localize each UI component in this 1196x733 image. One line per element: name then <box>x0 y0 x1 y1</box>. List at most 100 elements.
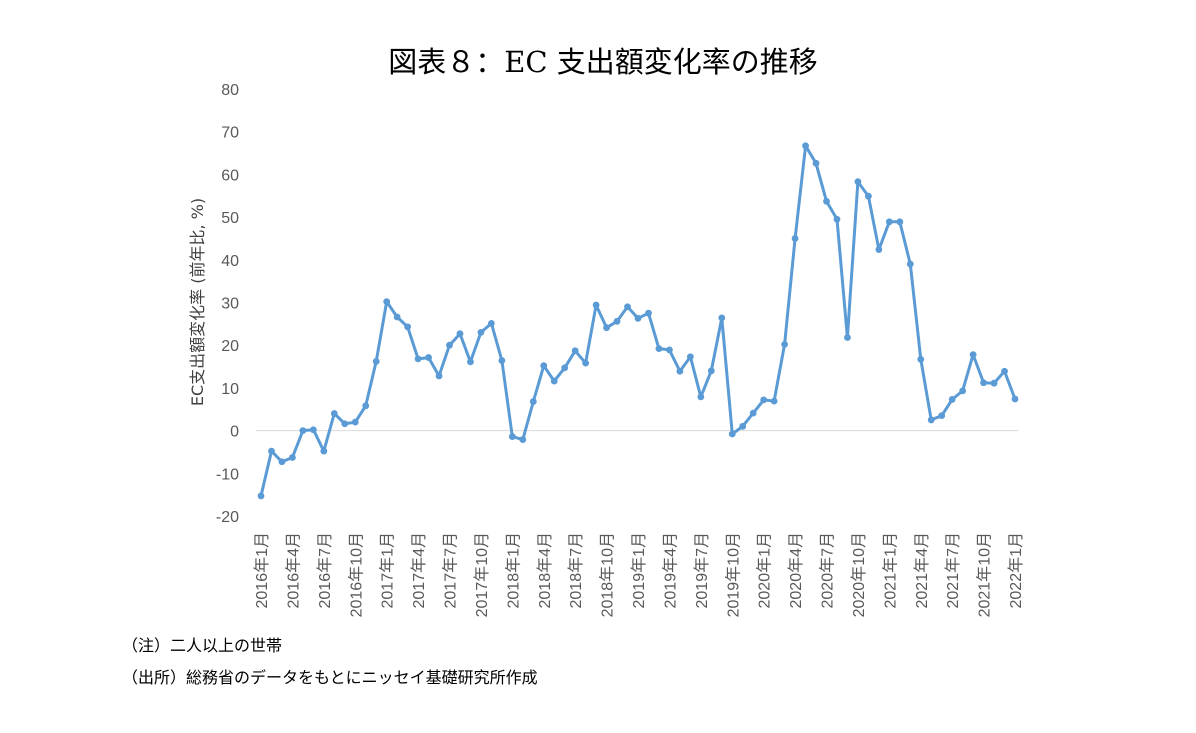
data-point <box>456 330 464 338</box>
data-point <box>467 358 474 366</box>
data-point <box>707 367 715 375</box>
x-tick-label: 2017年4月 <box>410 532 428 609</box>
data-point <box>969 351 977 358</box>
data-point <box>634 314 642 322</box>
data-point <box>330 410 338 417</box>
data-point <box>875 246 883 253</box>
x-tick-label: 2019年1月 <box>630 532 648 609</box>
x-tick-label: 2020年7月 <box>819 532 837 609</box>
data-point <box>320 447 328 455</box>
note-text: （注）二人以上の世帯 <box>122 636 283 655</box>
y-tick-label: 30 <box>221 296 239 313</box>
data-point <box>927 416 935 424</box>
data-point <box>770 397 778 405</box>
data-point <box>823 197 830 205</box>
x-tick-label: 2019年7月 <box>693 532 711 609</box>
data-point <box>592 301 600 309</box>
data-point <box>948 396 956 403</box>
x-tick-label: 2018年7月 <box>567 532 585 609</box>
x-axis-ticks: 2016年1月 2016年4月 2016年7月 2016年10月 2017年1月 2017… <box>253 532 1025 617</box>
data-point <box>896 218 904 226</box>
data-point <box>372 358 380 365</box>
x-tick-label: 2020年10月 <box>850 532 868 617</box>
y-tick-label: -10 <box>216 466 239 483</box>
data-point <box>864 192 872 200</box>
x-tick-label: 2016年1月 <box>253 532 271 609</box>
y-tick-label: 60 <box>221 167 239 184</box>
x-tick-label: 2016年7月 <box>316 532 334 609</box>
data-point <box>435 372 443 380</box>
data-point <box>341 420 349 428</box>
y-tick-label: 20 <box>221 338 239 355</box>
data-point <box>477 328 485 336</box>
data-point <box>833 215 841 223</box>
data-point <box>425 354 432 361</box>
data-point <box>550 377 558 385</box>
data-point <box>802 142 809 150</box>
x-tick-label: 2021年1月 <box>881 532 899 609</box>
data-point <box>362 402 370 410</box>
x-tick-label: 2019年10月 <box>724 532 742 617</box>
data-point <box>309 426 317 434</box>
data-point <box>697 393 705 401</box>
data-point <box>728 430 736 438</box>
x-tick-label: 2018年10月 <box>599 532 617 617</box>
x-tick-label: 2021年4月 <box>913 532 931 609</box>
y-axis-ticks: 80 70 60 50 40 30 20 10 0 -10 -20 <box>216 82 239 526</box>
data-point <box>487 320 495 327</box>
data-point <box>529 398 537 405</box>
data-point <box>268 447 275 455</box>
data-point <box>582 359 590 367</box>
x-tick-label: 2020年4月 <box>787 532 805 609</box>
data-point <box>624 303 631 311</box>
data-point <box>498 357 506 364</box>
data-point <box>278 458 286 466</box>
data-point <box>1011 395 1019 403</box>
data-point <box>299 427 307 434</box>
x-tick-label: 2018年4月 <box>536 532 554 609</box>
x-tick-label: 2022年1月 <box>1007 532 1025 609</box>
data-point <box>508 433 516 440</box>
data-point <box>1001 367 1008 375</box>
data-point <box>393 313 401 321</box>
data-point <box>655 345 663 353</box>
y-axis-title: EC支出額変化率 (前年比, %) <box>188 198 207 406</box>
data-point <box>414 355 422 363</box>
data-point <box>812 159 820 167</box>
data-point <box>257 492 265 500</box>
data-point <box>844 334 851 341</box>
data-point <box>519 436 527 443</box>
x-tick-label: 2017年1月 <box>379 532 397 609</box>
data-point <box>603 324 610 332</box>
data-point <box>289 454 296 461</box>
y-tick-label: 0 <box>230 424 239 441</box>
chart-title: 図表８：EC 支出額変化率の推移 <box>388 45 818 79</box>
x-tick-label: 2021年10月 <box>976 532 994 617</box>
y-tick-label: 10 <box>221 381 239 398</box>
data-point <box>645 309 652 317</box>
y-tick-label: 40 <box>221 253 239 270</box>
y-tick-label: 70 <box>221 125 239 142</box>
data-point <box>561 364 569 372</box>
data-point <box>666 346 673 354</box>
data-point <box>885 218 893 226</box>
data-point <box>990 379 998 387</box>
data-point <box>404 323 412 331</box>
y-tick-label: 80 <box>221 82 239 99</box>
data-point <box>739 422 747 430</box>
x-tick-label: 2017年10月 <box>473 532 491 617</box>
x-tick-label: 2017年7月 <box>442 532 460 609</box>
data-point <box>854 178 862 186</box>
x-tick-label: 2019年4月 <box>661 532 679 609</box>
x-tick-label: 2020年1月 <box>756 532 774 609</box>
y-tick-label: 50 <box>221 210 239 227</box>
data-point <box>791 235 799 242</box>
data-point <box>980 379 987 387</box>
x-tick-label: 2021年7月 <box>944 532 962 609</box>
source-text: （出所）総務省のデータをもとにニッセイ基礎研究所作成 <box>122 668 538 687</box>
data-point <box>446 341 453 349</box>
data-point <box>906 260 914 268</box>
data-point <box>540 362 548 370</box>
data-point <box>938 412 946 420</box>
